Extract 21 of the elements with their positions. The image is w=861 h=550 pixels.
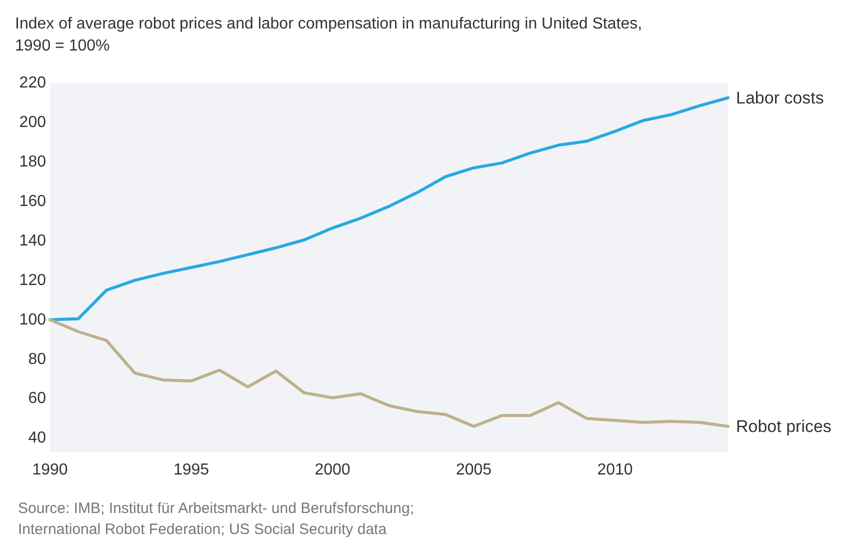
y-tick-label: 120 <box>19 272 46 289</box>
x-tick-label: 2010 <box>597 462 633 478</box>
y-tick-label: 60 <box>28 390 46 408</box>
y-tick-label: 180 <box>19 153 46 170</box>
x-tick-label: 1995 <box>173 462 210 478</box>
x-tick-label: 1990 <box>32 462 68 478</box>
y-tick-label: 160 <box>19 192 46 210</box>
y-tick-label: 220 <box>19 74 46 92</box>
y-tick-label: 100 <box>19 311 46 328</box>
y-tick-label: 40 <box>28 430 46 447</box>
series-label: Robot prices <box>736 416 832 436</box>
line-series <box>48 96 730 322</box>
y-tick-label: 80 <box>28 350 46 368</box>
series-label: Labor costs <box>736 88 824 108</box>
line-series <box>48 318 730 428</box>
y-tick-label: 140 <box>19 232 46 250</box>
y-tick-label: 200 <box>19 114 46 131</box>
x-tick-label: 2000 <box>314 462 350 478</box>
chart-title: Index of average robot prices and labor compensation in manufacturing in United States, 1990 = 100% <box>15 16 642 54</box>
source-note: Source: IMB; Institut für Arbeitsmarkt- und Berufsforschung; International Robot Federation; US Social Security data <box>18 500 414 538</box>
x-tick-label: 2005 <box>456 462 492 478</box>
